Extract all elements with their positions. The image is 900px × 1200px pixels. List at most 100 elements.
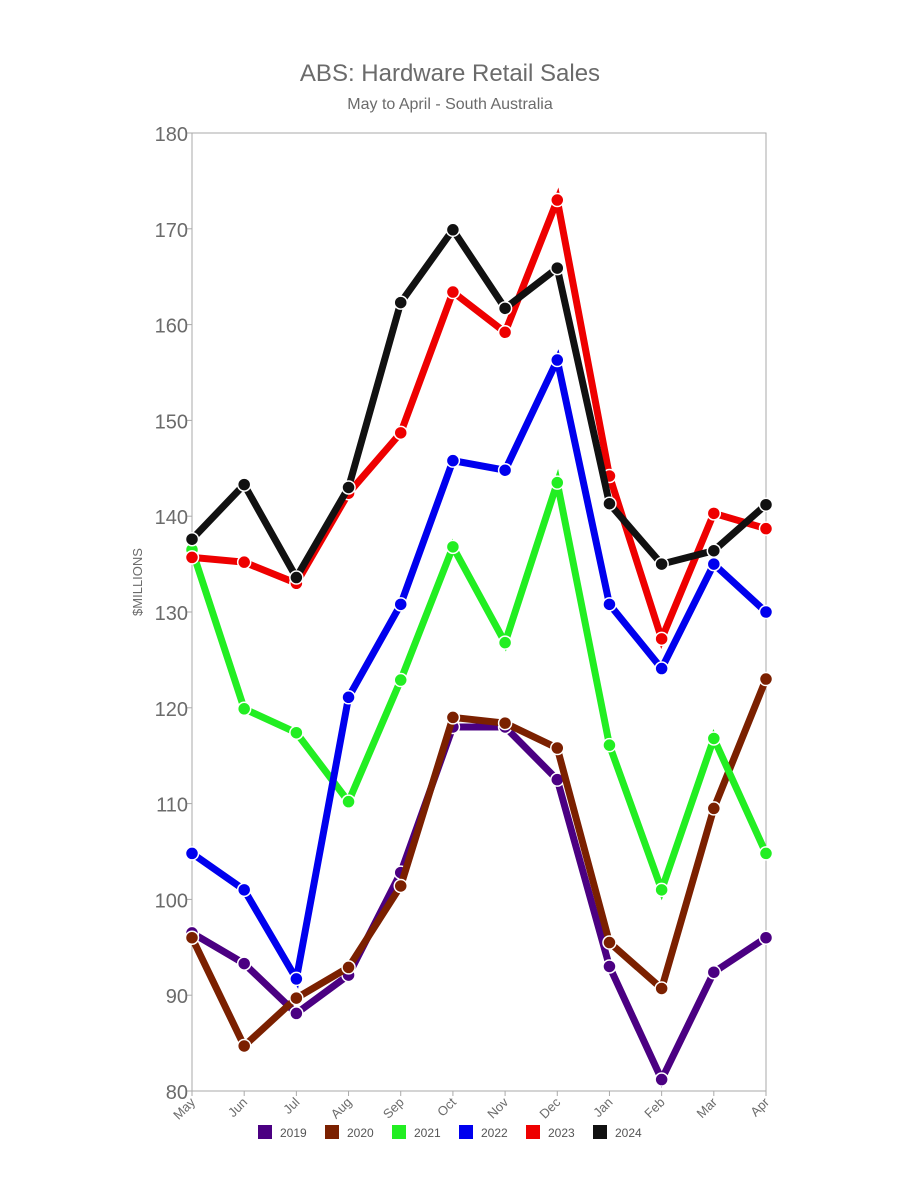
data-point-2022[interactable] xyxy=(289,971,304,987)
legend-item-2019[interactable]: 2019 xyxy=(258,1125,307,1140)
y-tick-label: 170 xyxy=(155,220,188,242)
data-point-2020[interactable] xyxy=(654,981,669,996)
data-point-2023[interactable] xyxy=(706,506,722,521)
data-point-2020[interactable] xyxy=(758,671,774,687)
data-point-2024[interactable] xyxy=(497,301,513,316)
y-tick-label: 120 xyxy=(155,699,188,721)
data-point-2022[interactable] xyxy=(184,846,200,861)
x-tick-label: Mar xyxy=(694,1094,721,1121)
data-point-2024[interactable] xyxy=(445,222,461,238)
data-point-2024[interactable] xyxy=(654,556,669,572)
data-point-2023[interactable] xyxy=(445,284,461,300)
data-point-2023[interactable] xyxy=(550,192,565,208)
legend-item-2021[interactable]: 2021 xyxy=(392,1125,441,1140)
data-point-2020[interactable] xyxy=(497,715,513,731)
legend-label: 2023 xyxy=(548,1126,575,1140)
legend-swatch xyxy=(325,1125,339,1139)
data-point-2021[interactable] xyxy=(393,672,408,688)
data-point-2022[interactable] xyxy=(758,604,774,620)
data-point-2021[interactable] xyxy=(497,635,513,650)
x-tick-label: Jul xyxy=(280,1094,302,1116)
data-point-2020[interactable] xyxy=(445,710,461,725)
data-point-2022[interactable] xyxy=(602,597,617,612)
data-point-2024[interactable] xyxy=(602,496,617,511)
data-point-2022[interactable] xyxy=(445,453,461,468)
data-point-2021[interactable] xyxy=(654,882,669,898)
legend-item-2023[interactable]: 2023 xyxy=(526,1125,575,1140)
data-point-2019[interactable] xyxy=(654,1072,669,1087)
data-point-2020[interactable] xyxy=(550,740,565,756)
data-point-2022[interactable] xyxy=(706,556,722,572)
series-line-2022 xyxy=(189,349,769,989)
legend-swatch xyxy=(392,1125,406,1139)
data-point-2021[interactable] xyxy=(236,701,252,717)
data-point-2023[interactable] xyxy=(236,554,252,570)
data-point-2023[interactable] xyxy=(654,631,669,647)
y-tick-label: 100 xyxy=(155,890,188,912)
series-2022 xyxy=(184,349,774,989)
series-line-2023 xyxy=(191,187,767,649)
legend-swatch xyxy=(593,1125,607,1139)
chart-subtitle: May to April - South Australia xyxy=(347,96,553,113)
data-point-2022[interactable] xyxy=(341,690,356,705)
y-tick-label: 150 xyxy=(155,411,188,433)
data-point-2023[interactable] xyxy=(393,425,408,441)
data-point-2023[interactable] xyxy=(758,521,774,536)
data-point-2020[interactable] xyxy=(706,801,722,816)
data-point-2021[interactable] xyxy=(289,725,304,740)
data-point-2022[interactable] xyxy=(236,882,252,898)
data-point-2021[interactable] xyxy=(758,846,774,861)
legend-swatch xyxy=(459,1125,473,1139)
data-point-2024[interactable] xyxy=(341,480,356,495)
y-tick-label: 130 xyxy=(155,603,188,625)
data-point-2020[interactable] xyxy=(393,878,408,894)
series-line-2021 xyxy=(188,468,770,901)
data-point-2024[interactable] xyxy=(550,260,565,276)
data-point-2022[interactable] xyxy=(654,661,669,676)
y-tick-label: 80 xyxy=(166,1082,188,1104)
legend-label: 2024 xyxy=(615,1126,642,1140)
data-point-2021[interactable] xyxy=(706,731,722,746)
data-point-2022[interactable] xyxy=(550,352,565,368)
chart-title: ABS: Hardware Retail Sales xyxy=(299,60,601,87)
data-point-2019[interactable] xyxy=(706,964,722,980)
data-point-2020[interactable] xyxy=(289,990,304,1006)
legend-swatch xyxy=(258,1125,272,1139)
data-point-2023[interactable] xyxy=(497,325,513,340)
series-2021 xyxy=(184,468,774,901)
x-tick-label: Dec xyxy=(536,1094,563,1121)
data-point-2024[interactable] xyxy=(758,497,774,512)
data-point-2020[interactable] xyxy=(602,935,617,950)
data-point-2019[interactable] xyxy=(758,930,774,945)
series-2020 xyxy=(184,671,774,1054)
data-point-2020[interactable] xyxy=(236,1038,252,1054)
data-point-2024[interactable] xyxy=(289,570,304,585)
data-point-2019[interactable] xyxy=(602,959,617,974)
data-point-2024[interactable] xyxy=(236,477,252,492)
data-point-2019[interactable] xyxy=(236,956,252,971)
x-tick-label: Jun xyxy=(225,1095,250,1120)
x-tick-label: Aug xyxy=(328,1095,355,1122)
legend-label: 2022 xyxy=(481,1126,508,1140)
data-point-2024[interactable] xyxy=(393,295,408,310)
data-point-2023[interactable] xyxy=(184,550,200,565)
y-tick-label: 110 xyxy=(156,795,188,817)
data-point-2020[interactable] xyxy=(184,930,200,945)
legend-item-2024[interactable]: 2024 xyxy=(593,1125,642,1140)
data-point-2024[interactable] xyxy=(184,531,200,547)
series-line-2024 xyxy=(189,223,769,585)
data-point-2022[interactable] xyxy=(497,462,513,478)
data-point-2024[interactable] xyxy=(706,543,722,558)
legend-item-2022[interactable]: 2022 xyxy=(459,1125,508,1140)
data-point-2022[interactable] xyxy=(393,597,408,612)
data-point-2021[interactable] xyxy=(550,475,565,490)
data-point-2019[interactable] xyxy=(289,1006,304,1021)
legend-label: 2019 xyxy=(280,1126,307,1140)
y-tick-label: 90 xyxy=(166,986,188,1008)
data-point-2021[interactable] xyxy=(602,737,617,753)
data-point-2021[interactable] xyxy=(445,539,461,555)
data-point-2021[interactable] xyxy=(341,794,356,809)
data-point-2020[interactable] xyxy=(341,960,356,975)
legend-item-2020[interactable]: 2020 xyxy=(325,1125,374,1140)
x-tick-label: Feb xyxy=(641,1095,667,1121)
